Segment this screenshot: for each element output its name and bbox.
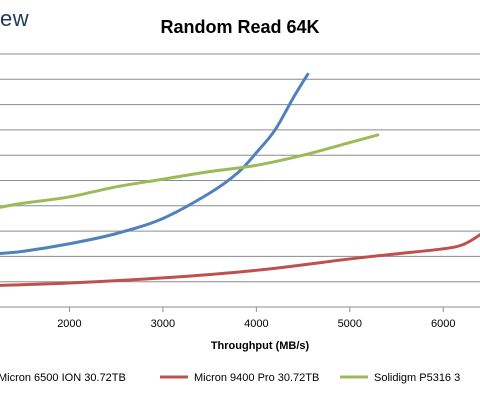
legend-label: Solidigm P5316 3: [374, 372, 460, 384]
chart-title: Random Read 64K: [160, 17, 319, 37]
x-tick-label: 4000: [244, 318, 268, 330]
x-tick-label: 2000: [57, 318, 81, 330]
legend-label: Micron 9400 Pro 30.72TB: [194, 372, 319, 384]
x-axis-label: Throughput (MB/s): [211, 340, 310, 352]
series-line-3: [0, 133, 380, 209]
site-logo-fragment: ew: [0, 6, 30, 31]
gridlines: [0, 53, 480, 308]
x-tick-label: 3000: [151, 318, 175, 330]
x-tick-label: 5000: [338, 318, 362, 330]
series-line-1: [0, 72, 310, 255]
x-axis: 2000 3000 4000 5000 6000: [0, 306, 480, 330]
legend-label: Micron 6500 ION 30.72TB: [0, 372, 126, 384]
legend: Micron 6500 ION 30.72TB Micron 9400 Pro 3…: [0, 372, 460, 384]
series-line-2: [0, 232, 480, 287]
x-tick-label: 6000: [431, 318, 455, 330]
series-lines: [0, 72, 480, 287]
